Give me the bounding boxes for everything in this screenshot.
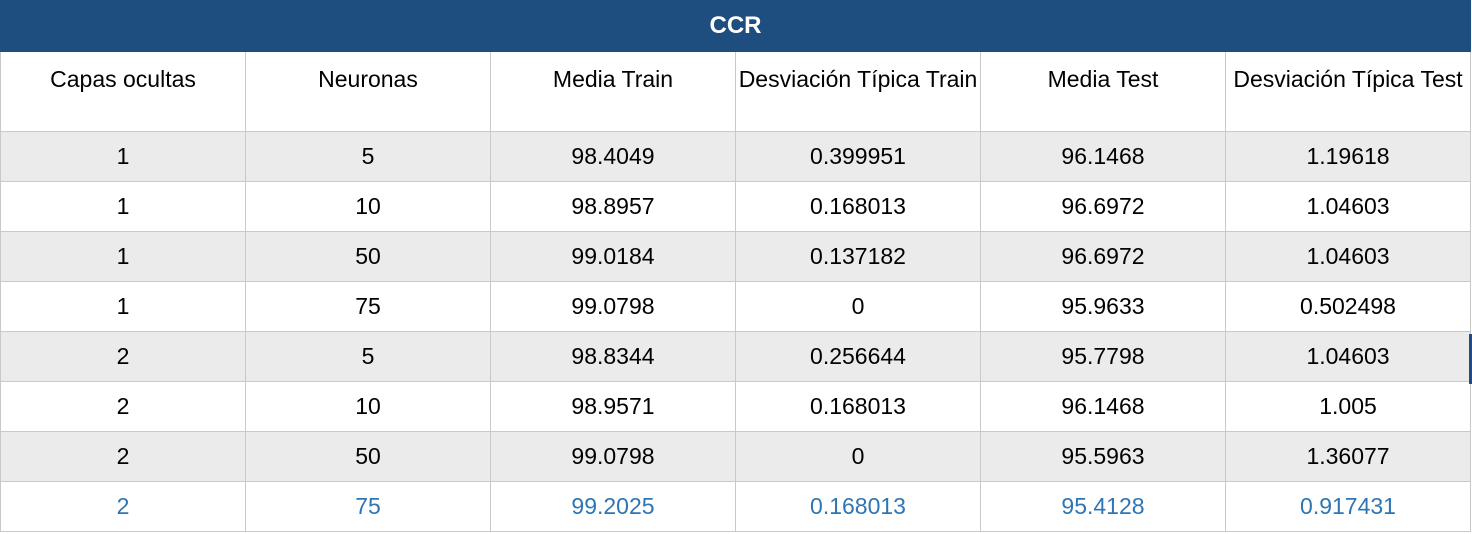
- cell-media-train: 99.0798: [490, 281, 736, 332]
- cell-desviacion-test: 1.04603: [1224, 181, 1472, 232]
- table-title: CCR: [0, 0, 1472, 52]
- cell-desviacion-test: 1.04603: [1224, 331, 1472, 382]
- cell-neuronas: 50: [245, 431, 491, 482]
- cell-capas: 2: [0, 481, 246, 532]
- table-row: 1 50 99.0184 0.137182 96.6972 1.04603: [0, 231, 1472, 282]
- table-header-row: Capas ocultas Neuronas Media Train Desvi…: [0, 51, 1472, 132]
- cell-media-train: 98.9571: [490, 381, 736, 432]
- cell-media-train: 99.2025: [490, 481, 736, 532]
- cell-media-test: 95.9633: [980, 281, 1226, 332]
- cell-media-test: 95.5963: [980, 431, 1226, 482]
- cell-neuronas: 10: [245, 381, 491, 432]
- cell-desviacion-test: 0.502498: [1224, 281, 1472, 332]
- cell-media-test: 95.4128: [980, 481, 1226, 532]
- cell-capas: 2: [0, 381, 246, 432]
- cell-desviacion-train: 0.168013: [735, 181, 981, 232]
- cell-neuronas: 10: [245, 181, 491, 232]
- header-desviacion-test: Desviación Típica Test: [1224, 51, 1472, 132]
- header-media-test: Media Test: [980, 51, 1226, 132]
- table-row: 1 75 99.0798 0 95.9633 0.502498: [0, 281, 1472, 332]
- cell-desviacion-test: 1.36077: [1224, 431, 1472, 482]
- cell-media-train: 98.8344: [490, 331, 736, 382]
- cell-capas: 1: [0, 131, 246, 182]
- cell-media-train: 99.0184: [490, 231, 736, 282]
- cell-media-test: 96.1468: [980, 381, 1226, 432]
- table-row: 2 50 99.0798 0 95.5963 1.36077: [0, 431, 1472, 482]
- table-title-row: CCR: [0, 0, 1472, 52]
- table-row: 1 5 98.4049 0.399951 96.1468 1.19618: [0, 131, 1472, 182]
- cell-desviacion-test: 1.04603: [1224, 231, 1472, 282]
- header-desviacion-train: Desviación Típica Train: [735, 51, 981, 132]
- cell-desviacion-train: 0.168013: [735, 381, 981, 432]
- table-row: 2 5 98.8344 0.256644 95.7798 1.04603: [0, 331, 1472, 382]
- header-capas-ocultas: Capas ocultas: [0, 51, 246, 132]
- cell-desviacion-train: 0: [735, 431, 981, 482]
- cell-media-train: 98.4049: [490, 131, 736, 182]
- cell-media-test: 96.6972: [980, 181, 1226, 232]
- cell-media-train: 99.0798: [490, 431, 736, 482]
- cell-capas: 1: [0, 231, 246, 282]
- row-selection-marker: [1469, 334, 1472, 384]
- cell-desviacion-train: 0.137182: [735, 231, 981, 282]
- cell-media-test: 96.1468: [980, 131, 1226, 182]
- cell-neuronas: 5: [245, 331, 491, 382]
- header-neuronas: Neuronas: [245, 51, 491, 132]
- cell-desviacion-train: 0.399951: [735, 131, 981, 182]
- cell-media-test: 95.7798: [980, 331, 1226, 382]
- cell-capas: 2: [0, 431, 246, 482]
- cell-neuronas: 50: [245, 231, 491, 282]
- cell-media-train: 98.8957: [490, 181, 736, 232]
- cell-desviacion-train: 0.168013: [735, 481, 981, 532]
- cell-desviacion-train: 0.256644: [735, 331, 981, 382]
- cell-capas: 2: [0, 331, 246, 382]
- cell-capas: 1: [0, 181, 246, 232]
- cell-media-test: 96.6972: [980, 231, 1226, 282]
- cell-capas: 1: [0, 281, 246, 332]
- header-media-train: Media Train: [490, 51, 736, 132]
- table-row: 2 10 98.9571 0.168013 96.1468 1.005: [0, 381, 1472, 432]
- cell-desviacion-test: 1.19618: [1224, 131, 1472, 182]
- cell-desviacion-test: 1.005: [1224, 381, 1472, 432]
- cell-neuronas: 75: [245, 281, 491, 332]
- cell-desviacion-train: 0: [735, 281, 981, 332]
- cell-neuronas: 5: [245, 131, 491, 182]
- table-row: 1 10 98.8957 0.168013 96.6972 1.04603: [0, 181, 1472, 232]
- cell-desviacion-test: 0.917431: [1224, 481, 1472, 532]
- table-row-highlighted: 2 75 99.2025 0.168013 95.4128 0.917431: [0, 481, 1472, 532]
- cell-neuronas: 75: [245, 481, 491, 532]
